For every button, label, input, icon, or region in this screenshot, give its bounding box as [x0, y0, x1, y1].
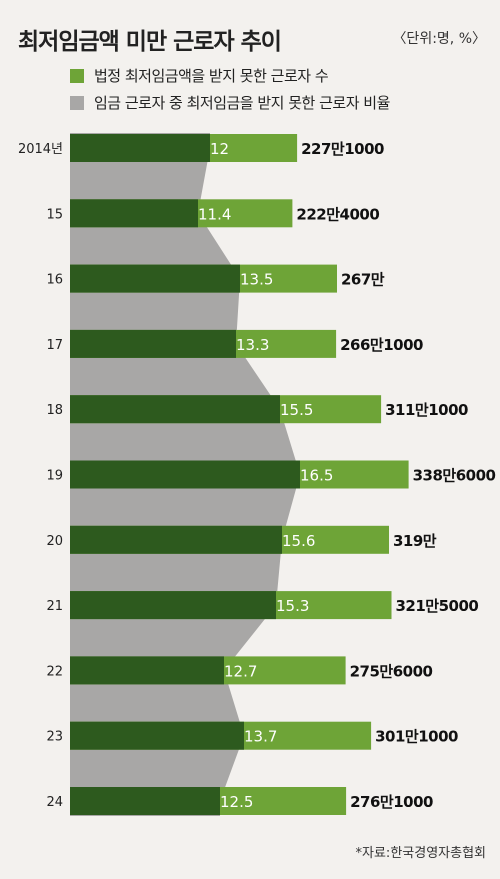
count-bar-overlap	[70, 525, 282, 554]
count-bar-overlap	[70, 134, 210, 162]
count-value-label: 266만1000	[340, 336, 423, 354]
ratio-label: 12.5	[220, 793, 253, 811]
category-label: 16	[46, 273, 63, 288]
category-label: 24	[46, 795, 63, 810]
count-bar-overlap	[70, 264, 240, 293]
ratio-label: 12.7	[224, 662, 257, 680]
ratio-label: 13.5	[240, 271, 273, 289]
legend-swatch-count	[70, 68, 84, 83]
count-bar-overlap	[70, 787, 220, 815]
category-label: 17	[46, 338, 63, 353]
category-label: 15	[46, 207, 63, 222]
category-label: 2014년	[18, 142, 63, 157]
legend-item-ratio: 임금 근로자 중 최저임금을 받지 못한 근로자 비율	[70, 92, 390, 113]
count-bar-overlap	[70, 721, 244, 750]
category-label: 20	[46, 534, 63, 549]
count-value-label: 311만1000	[385, 401, 468, 419]
count-bar-overlap	[70, 395, 280, 424]
ratio-label: 11.4	[198, 205, 231, 223]
count-value-label: 275만6000	[350, 662, 433, 680]
ratio-label: 15.5	[280, 401, 313, 419]
chart-title: 최저임금액 미만 근로자 추이	[18, 29, 282, 55]
unit-label: 〈단위:명, %〉	[392, 31, 486, 47]
source-note: *자료:한국경영자총협회	[355, 846, 486, 861]
count-value-label: 338만6000	[413, 467, 496, 485]
category-label: 22	[46, 664, 63, 679]
category-label: 19	[46, 469, 63, 484]
category-label: 23	[46, 730, 63, 745]
count-bar-overlap	[70, 656, 224, 685]
count-value-label: 301만1000	[375, 728, 458, 746]
ratio-label: 15.3	[276, 597, 309, 615]
category-label: 21	[46, 599, 63, 614]
count-bar-overlap	[70, 460, 300, 489]
legend-item-count: 법정 최저임금액을 받지 못한 근로자 수	[70, 65, 329, 86]
count-value-label: 222만4000	[296, 205, 379, 223]
count-value-label: 319만	[393, 532, 437, 550]
count-bar-overlap	[70, 199, 198, 228]
count-bar-overlap	[70, 591, 276, 620]
legend-label-count: 법정 최저임금액을 받지 못한 근로자 수	[94, 67, 329, 85]
ratio-label: 12	[210, 140, 229, 158]
ratio-label: 13.7	[244, 728, 277, 746]
category-label: 18	[46, 403, 63, 418]
legend-swatch-ratio	[70, 95, 84, 110]
count-value-label: 276만1000	[350, 793, 433, 811]
count-value-label: 321만5000	[396, 597, 479, 615]
count-value-label: 227만1000	[301, 140, 384, 158]
legend-label-ratio: 임금 근로자 중 최저임금을 받지 못한 근로자 비율	[94, 94, 390, 112]
ratio-label: 16.5	[300, 467, 333, 485]
count-bar-overlap	[70, 329, 236, 358]
ratio-label: 15.6	[282, 532, 315, 550]
count-value-label: 267만	[341, 271, 385, 289]
ratio-label: 13.3	[236, 336, 269, 354]
